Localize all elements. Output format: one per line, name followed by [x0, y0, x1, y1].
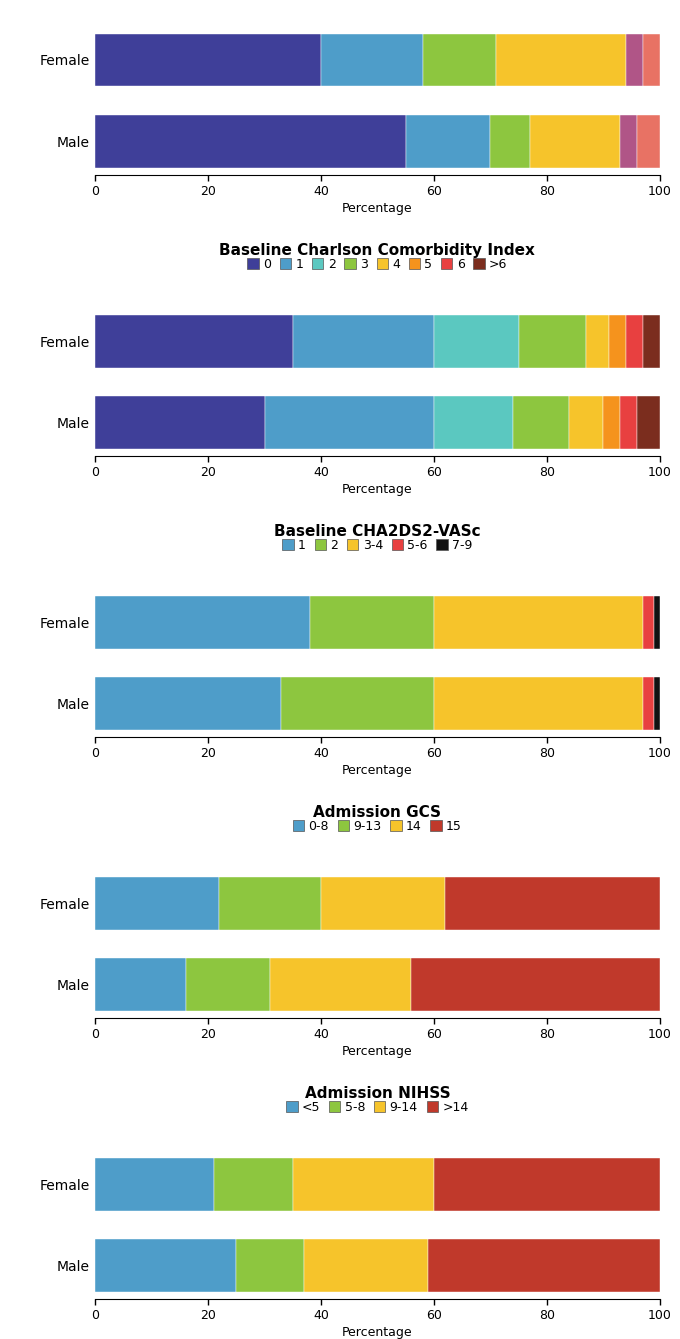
Bar	[186, 959, 270, 1011]
Bar	[422, 33, 496, 87]
Bar	[513, 396, 569, 449]
Bar	[309, 596, 434, 648]
Bar	[220, 877, 321, 929]
Bar	[95, 1158, 214, 1210]
Bar	[643, 315, 660, 367]
Bar	[637, 115, 660, 167]
Title: Baseline Charlson Comorbidity Index: Baseline Charlson Comorbidity Index	[220, 244, 535, 258]
Legend: <5, 5-8, 9-14, >14: <5, 5-8, 9-14, >14	[286, 1101, 469, 1114]
Bar	[518, 315, 586, 367]
X-axis label: Percentage: Percentage	[342, 765, 413, 778]
Bar	[95, 959, 186, 1011]
Bar	[586, 315, 609, 367]
Bar	[95, 33, 321, 87]
Bar	[569, 396, 603, 449]
Bar	[530, 115, 620, 167]
Legend: 0-8, 9-13, 14, 15: 0-8, 9-13, 14, 15	[293, 819, 462, 833]
Bar	[620, 115, 637, 167]
Bar	[95, 877, 220, 929]
Bar	[620, 396, 637, 449]
Bar	[282, 678, 434, 730]
Title: Admission GCS: Admission GCS	[313, 805, 441, 819]
X-axis label: Percentage: Percentage	[342, 202, 413, 216]
Bar	[95, 596, 309, 648]
Bar	[405, 115, 490, 167]
Bar	[609, 315, 626, 367]
Bar	[643, 33, 660, 87]
Bar	[643, 596, 654, 648]
Bar	[265, 396, 434, 449]
Bar	[654, 678, 660, 730]
Title: Admission NIHSS: Admission NIHSS	[305, 1086, 450, 1101]
Bar	[603, 396, 620, 449]
X-axis label: Percentage: Percentage	[342, 1046, 413, 1058]
Bar	[237, 1239, 304, 1292]
Bar	[304, 1239, 428, 1292]
Bar	[292, 1158, 434, 1210]
Bar	[95, 396, 265, 449]
Bar	[411, 959, 660, 1011]
Bar	[434, 396, 513, 449]
Bar	[445, 877, 660, 929]
Bar	[434, 315, 518, 367]
Bar	[626, 33, 643, 87]
Title: Baseline CHA2DS2-VASc: Baseline CHA2DS2-VASc	[274, 524, 481, 540]
Bar	[626, 315, 643, 367]
Bar	[214, 1158, 292, 1210]
Bar	[95, 315, 292, 367]
Legend: 0, 1, 2, 3, 4, 5, 6, >6: 0, 1, 2, 3, 4, 5, 6, >6	[248, 258, 507, 270]
Bar	[654, 596, 660, 648]
X-axis label: Percentage: Percentage	[342, 1327, 413, 1339]
Legend: 1, 2, 3-4, 5-6, 7-9: 1, 2, 3-4, 5-6, 7-9	[282, 538, 473, 552]
Bar	[490, 115, 530, 167]
Bar	[95, 1239, 237, 1292]
Bar	[434, 596, 643, 648]
Bar	[321, 33, 422, 87]
Bar	[270, 959, 411, 1011]
Bar	[95, 678, 282, 730]
Bar	[637, 396, 660, 449]
Bar	[496, 33, 626, 87]
Bar	[292, 315, 434, 367]
X-axis label: Percentage: Percentage	[342, 483, 413, 497]
Bar	[321, 877, 445, 929]
Bar	[95, 115, 405, 167]
Bar	[434, 678, 643, 730]
Bar	[643, 678, 654, 730]
Bar	[434, 1158, 660, 1210]
Bar	[428, 1239, 660, 1292]
